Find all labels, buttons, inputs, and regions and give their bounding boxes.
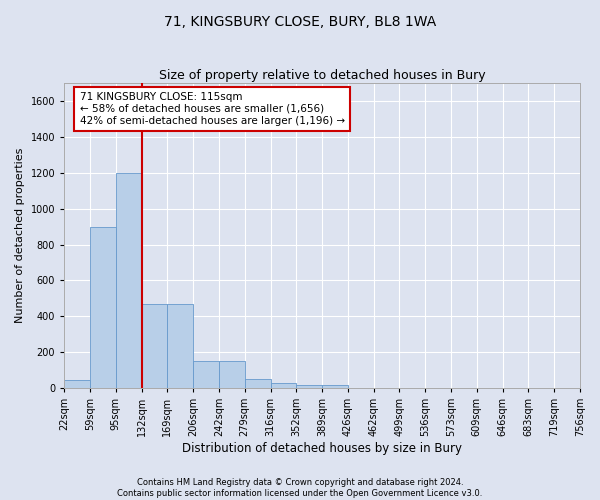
Bar	[271, 382, 296, 388]
X-axis label: Distribution of detached houses by size in Bury: Distribution of detached houses by size …	[182, 442, 462, 455]
Bar	[142, 304, 167, 388]
Bar	[296, 386, 322, 388]
Text: 71 KINGSBURY CLOSE: 115sqm
← 58% of detached houses are smaller (1,656)
42% of s: 71 KINGSBURY CLOSE: 115sqm ← 58% of deta…	[80, 92, 345, 126]
Text: Contains HM Land Registry data © Crown copyright and database right 2024.
Contai: Contains HM Land Registry data © Crown c…	[118, 478, 482, 498]
Bar	[193, 361, 219, 388]
Text: 71, KINGSBURY CLOSE, BURY, BL8 1WA: 71, KINGSBURY CLOSE, BURY, BL8 1WA	[164, 15, 436, 29]
Bar	[219, 361, 245, 388]
Title: Size of property relative to detached houses in Bury: Size of property relative to detached ho…	[159, 69, 485, 82]
Bar	[64, 380, 90, 388]
Bar	[167, 304, 193, 388]
Y-axis label: Number of detached properties: Number of detached properties	[15, 148, 25, 324]
Bar	[90, 226, 116, 388]
Bar	[116, 173, 142, 388]
Bar	[245, 379, 271, 388]
Bar	[322, 386, 348, 388]
